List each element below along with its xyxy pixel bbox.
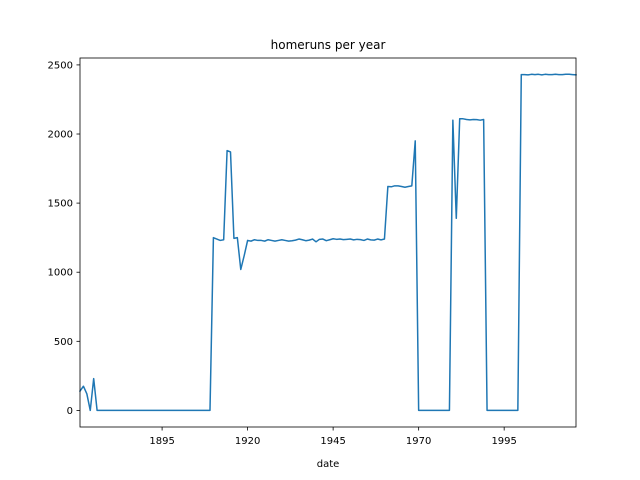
y-tick-label: 2500 <box>48 60 73 71</box>
x-tick-label: 1945 <box>320 436 345 447</box>
y-tick-label: 0 <box>67 406 73 417</box>
x-axis-label: date <box>317 459 340 470</box>
x-tick-label: 1895 <box>149 436 174 447</box>
chart-title: homeruns per year <box>271 38 386 52</box>
x-tick-label: 1970 <box>406 436 431 447</box>
axes-frame <box>79 57 577 428</box>
y-tick-label: 2000 <box>48 130 73 141</box>
x-tick-label: 1920 <box>235 436 260 447</box>
x-axis: 1895 1920 1945 1970 1995 <box>149 427 517 447</box>
plot-area <box>78 73 577 412</box>
y-tick-label: 1500 <box>48 199 73 210</box>
y-axis: 0 500 1000 1500 2000 2500 <box>48 60 80 417</box>
y-tick-label: 1000 <box>48 268 73 279</box>
y-tick-label: 500 <box>54 337 73 348</box>
x-tick-label: 1995 <box>491 436 516 447</box>
series-line <box>78 73 577 412</box>
